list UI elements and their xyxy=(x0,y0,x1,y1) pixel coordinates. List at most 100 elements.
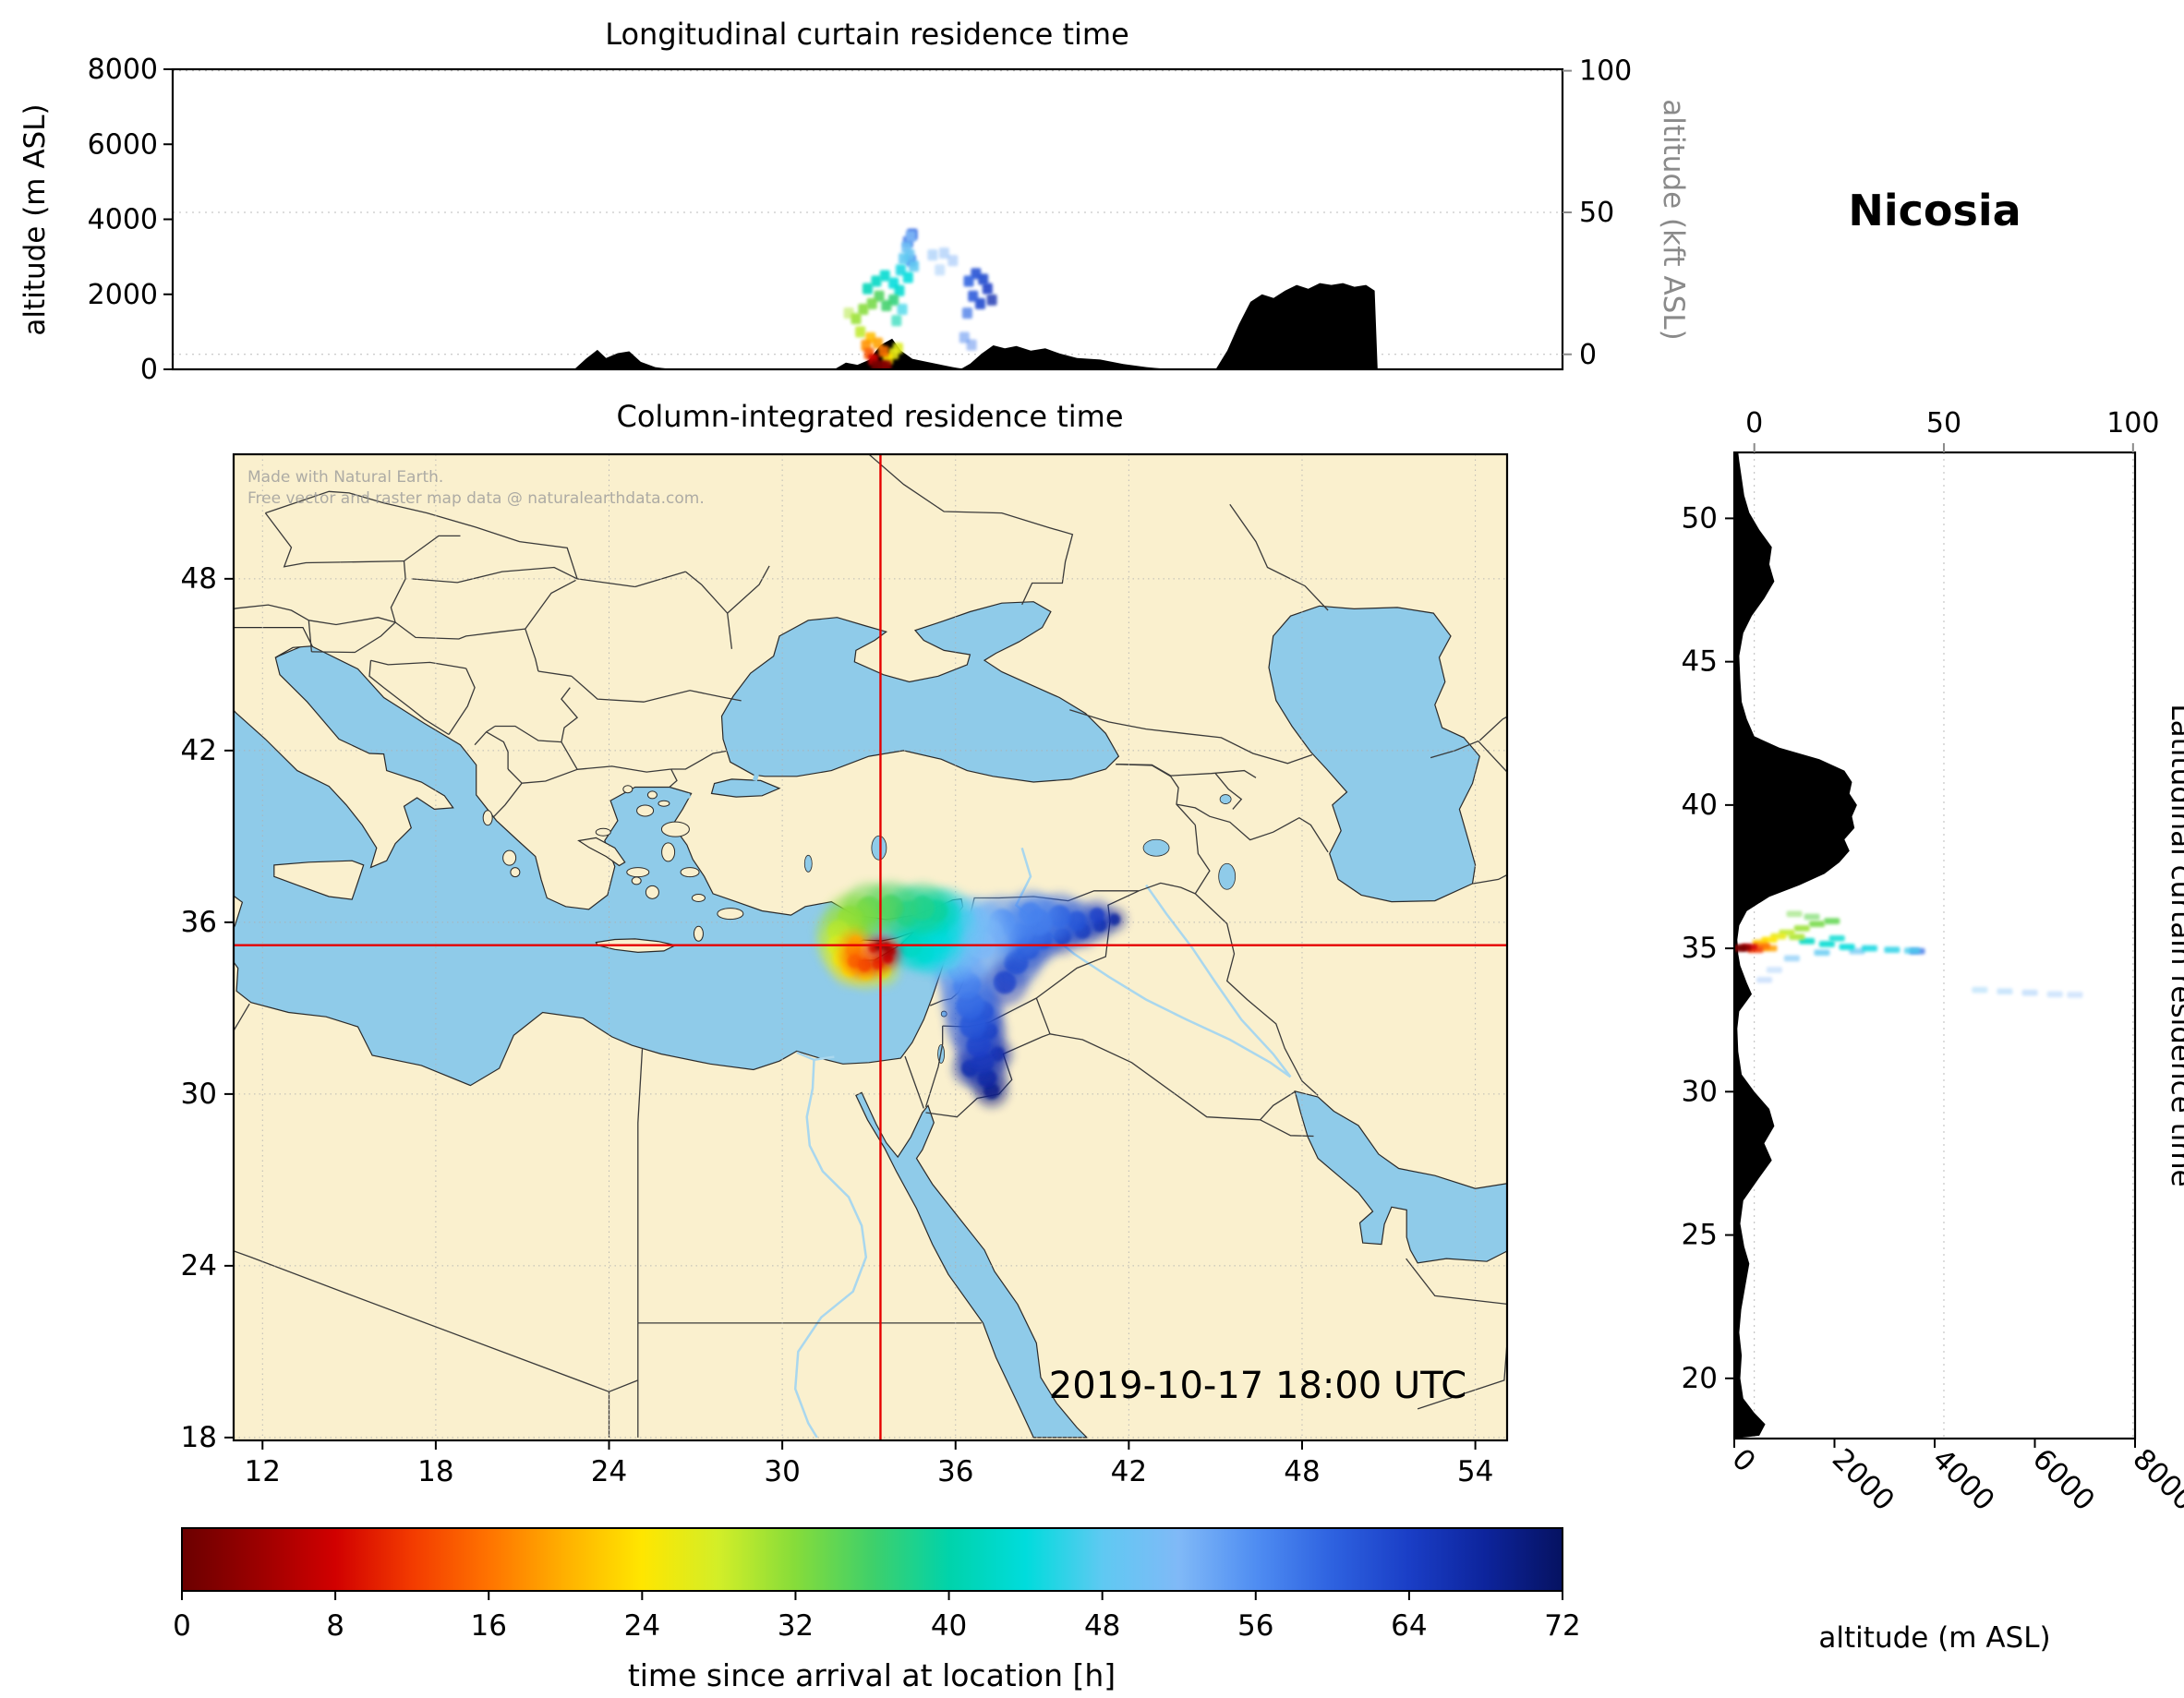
residence-cell xyxy=(1804,913,1820,921)
tick-label: 12 xyxy=(245,1455,281,1488)
country-border xyxy=(1260,1119,1314,1138)
tick-label: 50 xyxy=(1926,407,1961,440)
residence-cell xyxy=(1997,988,2013,994)
tick-label: 50 xyxy=(1682,501,1718,535)
residence-cell xyxy=(986,294,997,306)
residence-cell xyxy=(1814,949,1830,957)
lake xyxy=(803,854,813,873)
right-panel-side-label: Latitudinal curtain residence time xyxy=(2165,704,2184,1186)
country-border xyxy=(348,1294,609,1392)
residence-cell xyxy=(1824,918,1840,924)
country-border xyxy=(1430,740,1507,773)
river xyxy=(793,1059,868,1439)
tick-label: 100 xyxy=(2106,407,2159,440)
map-title: Column-integrated residence time xyxy=(616,399,1123,434)
country-border xyxy=(525,628,539,672)
residence-cell xyxy=(1904,947,1921,954)
tick-label: 40 xyxy=(1682,789,1718,822)
tick-label: 48 xyxy=(181,562,217,596)
island xyxy=(691,894,706,903)
country-border xyxy=(561,687,579,742)
colorbar-label: time since arrival at location [h] xyxy=(628,1657,1116,1693)
country-border xyxy=(390,578,406,623)
tick-label: 50 xyxy=(1579,197,1614,229)
map-panel: 12 18 24 30 36 42 48 54 18 24 30 36 42 48 xyxy=(181,452,1509,1488)
marmara-sea xyxy=(710,778,781,798)
tick-label: 24 xyxy=(181,1249,217,1283)
country-border xyxy=(1406,1258,1507,1305)
country-border xyxy=(1214,773,1243,810)
country-border xyxy=(577,578,635,588)
euboea-land xyxy=(577,837,626,867)
residence-cell xyxy=(1766,967,1782,973)
terrain-profile xyxy=(1734,452,1857,1439)
tick-label: 24 xyxy=(591,1455,627,1488)
country-border xyxy=(403,560,406,579)
residence-cell xyxy=(902,271,913,283)
country-border xyxy=(370,659,466,669)
country-border xyxy=(1116,764,1257,778)
residence-cell xyxy=(963,275,974,287)
residence-cell xyxy=(855,326,866,338)
island xyxy=(595,827,611,837)
top-panel-title: Longitudinal curtain residence time xyxy=(605,17,1129,52)
residence-cell xyxy=(1972,986,1988,994)
country-border xyxy=(1194,893,1319,1096)
right-panel-xlabel: altitude (m ASL) xyxy=(1818,1621,2050,1655)
country-border xyxy=(265,490,578,580)
lake xyxy=(871,835,887,861)
island xyxy=(502,849,517,866)
country-border xyxy=(1417,1334,1507,1410)
river xyxy=(1145,884,1292,1078)
tick-label: 45 xyxy=(1682,645,1718,679)
country-border xyxy=(234,1250,350,1295)
residence-cell xyxy=(968,290,979,302)
lake xyxy=(1142,838,1170,857)
residence-cell xyxy=(1786,910,1803,918)
residence-cell xyxy=(1783,955,1800,962)
tick-label: 30 xyxy=(1682,1075,1718,1108)
tick-label: 100 xyxy=(1579,55,1632,88)
tick-label: 36 xyxy=(937,1455,973,1488)
residence-cell xyxy=(1756,976,1773,983)
residence-cell xyxy=(881,299,892,311)
residence-cell xyxy=(961,307,972,319)
country-border xyxy=(1049,1033,1261,1121)
gulf-sea xyxy=(1294,1090,1507,1264)
country-border xyxy=(311,621,396,654)
country-border xyxy=(368,660,450,736)
tick-label: 25 xyxy=(1682,1219,1718,1252)
residence-cell xyxy=(858,304,869,315)
italy-land xyxy=(234,627,454,869)
country-border xyxy=(1069,709,1313,765)
tick-label: 8000 xyxy=(2126,1442,2184,1517)
strait xyxy=(670,792,692,809)
country-border xyxy=(264,512,341,568)
residence-cell xyxy=(878,345,889,357)
residence-cell xyxy=(891,315,902,327)
residence-cell xyxy=(927,249,938,261)
island xyxy=(622,785,633,794)
residence-cell xyxy=(879,270,890,282)
residence-cell xyxy=(947,255,959,267)
island xyxy=(646,790,658,800)
country-border xyxy=(727,565,770,614)
tick-label: 4000 xyxy=(1925,1442,2000,1517)
caspian-sea xyxy=(1268,605,1480,903)
tick-label: 56 xyxy=(1237,1609,1273,1643)
tick-label: 20 xyxy=(1682,1362,1718,1395)
top-panel-ylabel: altitude (m ASL) xyxy=(18,103,52,335)
tick-label: 8 xyxy=(326,1609,344,1643)
residence-cell xyxy=(2067,992,2083,998)
country-border xyxy=(1139,882,1196,895)
country-border xyxy=(1194,825,1211,895)
tick-label: 72 xyxy=(1544,1609,1580,1643)
island xyxy=(658,800,670,807)
country-border xyxy=(234,1003,250,1032)
strait xyxy=(752,769,760,782)
tick-label: 4000 xyxy=(88,204,158,236)
tick-label: 8000 xyxy=(88,54,158,86)
tick-label: 0 xyxy=(173,1609,191,1643)
tick-label: 16 xyxy=(470,1609,506,1643)
